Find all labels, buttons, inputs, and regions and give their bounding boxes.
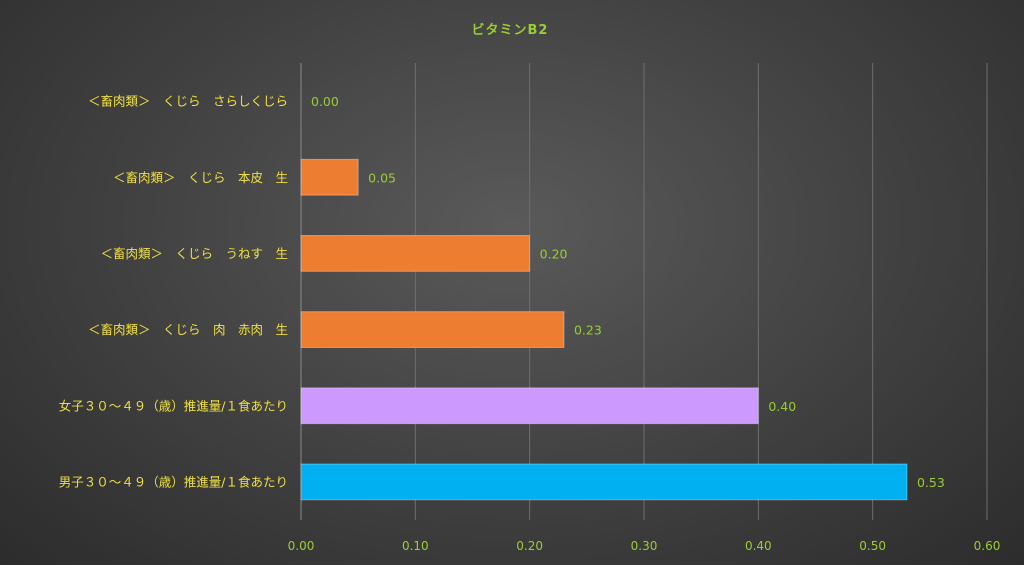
x-tick-label: 0.30 [631, 539, 658, 553]
x-tick-label: 0.50 [859, 539, 886, 553]
chart-title: ビタミンB2 [472, 22, 549, 38]
x-tick-label: 0.10 [402, 539, 429, 553]
bars [300, 158, 908, 501]
grid-lines [300, 63, 988, 520]
category-label: ＜畜肉類＞ くじら さらしくじら [88, 94, 288, 109]
bar [300, 311, 565, 348]
data-label: 0.00 [311, 94, 339, 109]
category-label: ＜畜肉類＞ くじら うねす 生 [100, 246, 288, 261]
category-label: ＜畜肉類＞ くじら 肉 赤肉 生 [88, 322, 288, 337]
category-label: ＜畜肉類＞ くじら 本皮 生 [113, 170, 288, 185]
category-label: 女子３０～４９（歳）推進量/１食あたり [59, 398, 288, 413]
data-label: 0.53 [917, 475, 945, 490]
category-label: 男子３０～４９（歳）推進量/１食あたり [59, 474, 288, 489]
data-label: 0.40 [768, 399, 796, 414]
bar [300, 235, 531, 272]
bar [300, 463, 908, 501]
labels: 0.00 0.10 0.20 0.30 0.40 0.50 0.60 ＜畜肉類＞ くじら さら… [59, 94, 1001, 553]
x-tick-label: 0.00 [288, 539, 315, 553]
bar [300, 158, 359, 196]
data-label: 0.20 [540, 246, 568, 261]
x-tick-label: 0.20 [516, 539, 543, 553]
bar [300, 387, 759, 425]
data-label: 0.23 [574, 323, 602, 338]
x-tick-label: 0.40 [745, 539, 772, 553]
x-tick-label: 0.60 [974, 539, 1001, 553]
data-label: 0.05 [368, 170, 396, 185]
